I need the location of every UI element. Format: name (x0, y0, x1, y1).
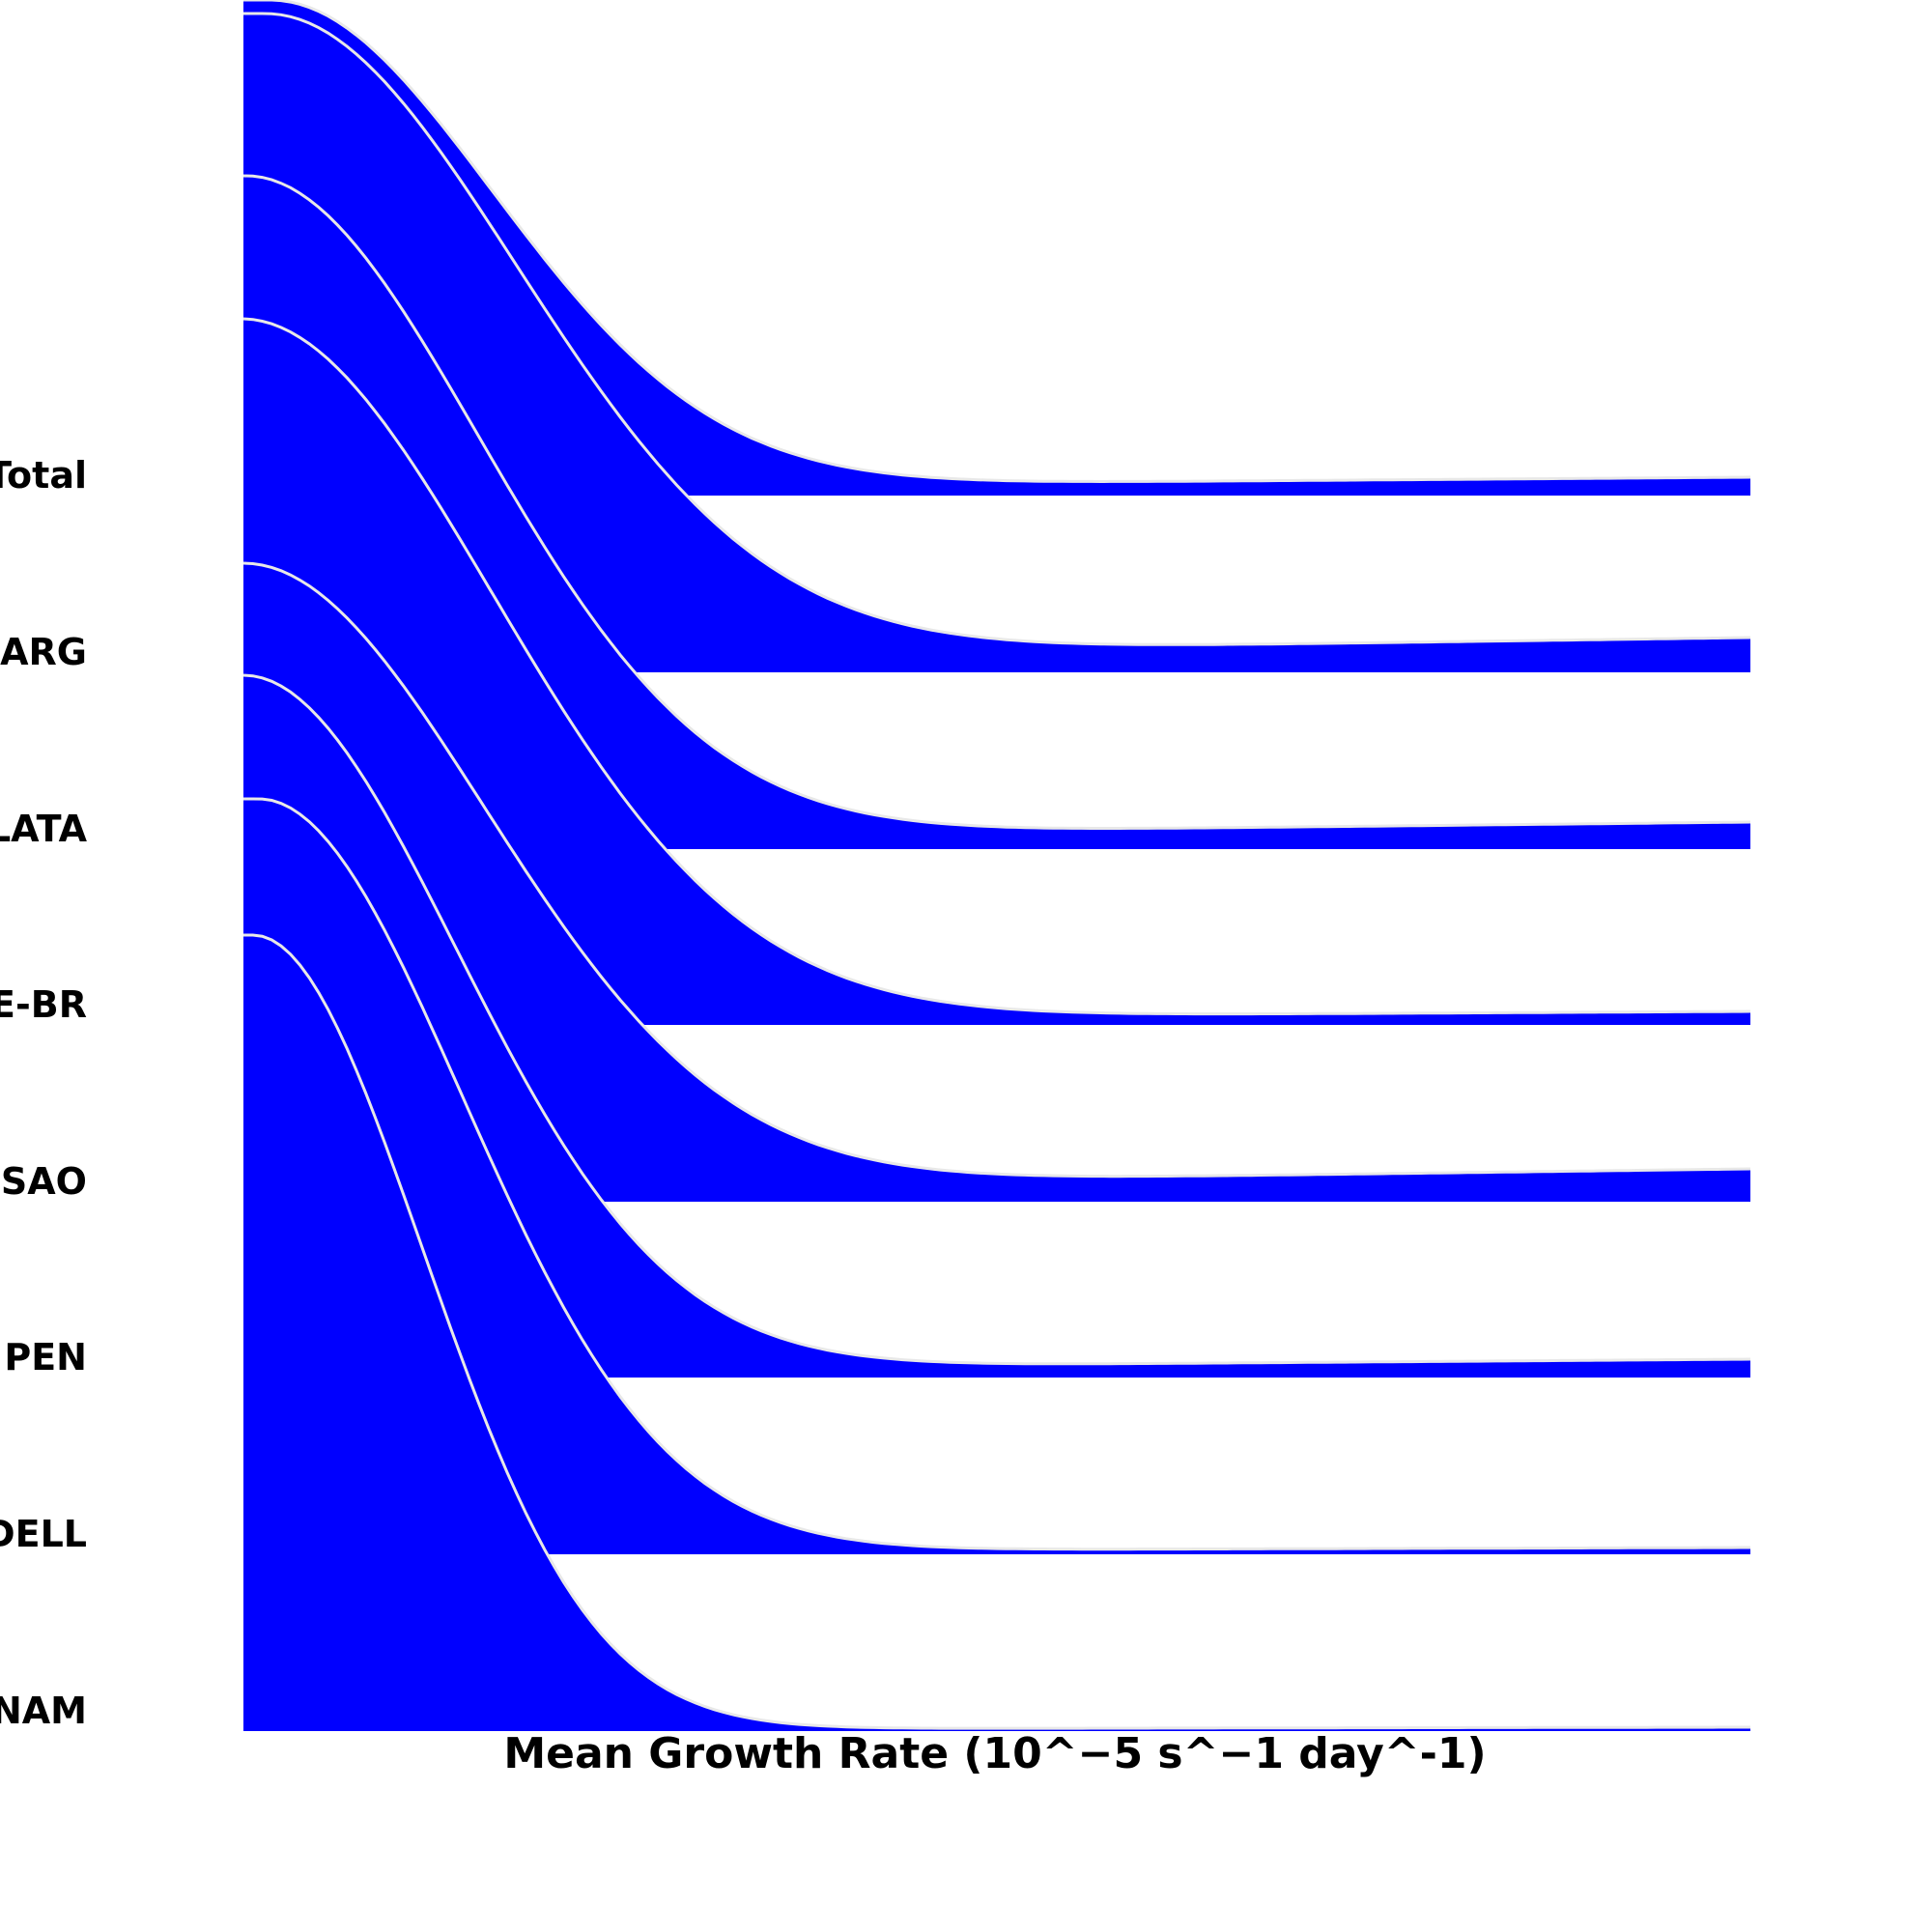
y-tick-label-total: Total (0, 454, 87, 497)
ridge-total-outline (243, 0, 1751, 484)
y-tick-label-nam: NAM (0, 1690, 87, 1732)
ridge-e-br-area (243, 319, 1750, 1025)
ridge-sao-outline (242, 561, 1751, 1179)
ridge-pen-outline (242, 673, 1751, 1366)
ridge-nam-area (243, 935, 1750, 1731)
y-tick-label-e-br: E-BR (0, 983, 87, 1026)
ridge-nam-outline (243, 933, 1750, 1730)
y-tick-label-sao: SAO (1, 1160, 87, 1203)
ridge-lata-outline (242, 174, 1751, 830)
ridge-sao-area (243, 563, 1750, 1202)
y-tick-label-pen: PEN (4, 1336, 87, 1378)
ridge-dell-outline (243, 797, 1750, 1551)
ridge-lata-area (243, 176, 1750, 849)
x-axis-label: Mean Growth Rate (10^−5 s^−1 day^-1) (503, 1729, 1486, 1778)
ridge-arg-area (243, 14, 1750, 672)
y-tick-label-arg: ARG (0, 631, 87, 673)
ridge-layer (242, 0, 1751, 1731)
y-tick-labels: Total ARG LATA E-BR SAO PEN DELL NAM (0, 454, 88, 1732)
ridge-e-br-outline (242, 317, 1751, 1016)
ridge-arg-outline (243, 12, 1751, 646)
ridge-total-area (243, 0, 1750, 496)
y-tick-label-dell: DELL (0, 1513, 87, 1555)
y-tick-label-lata: LATA (0, 808, 88, 850)
